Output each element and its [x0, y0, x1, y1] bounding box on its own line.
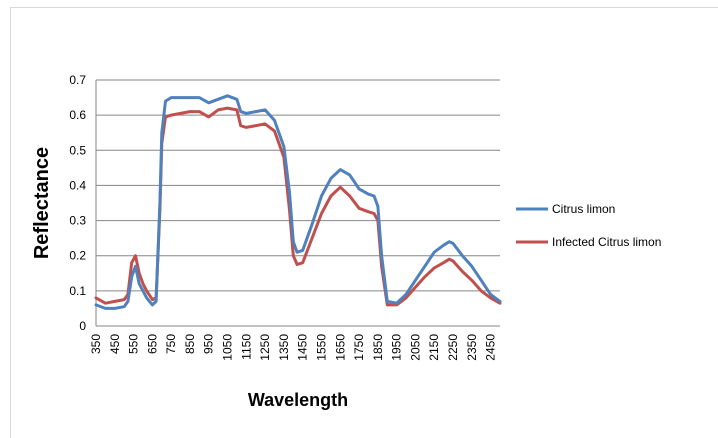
x-tick-label: 2150 [427, 334, 441, 361]
y-tick-label: 0.7 [69, 73, 86, 87]
x-tick-label: 2350 [465, 334, 479, 361]
x-tick-label: 350 [89, 334, 103, 354]
x-tick-label: 650 [145, 334, 159, 354]
x-tick-label: 550 [127, 334, 141, 354]
x-tick-label: 1050 [221, 334, 235, 361]
y-tick-label: 0.3 [69, 214, 86, 228]
x-tick-label: 2250 [446, 334, 460, 361]
y-tick-labels: 0 0.1 0.2 0.3 0.4 0.5 0.6 0.7 [69, 73, 86, 333]
y-tick-label: 0.1 [69, 284, 86, 298]
x-tick-label: 1550 [314, 334, 328, 361]
x-axis-title: Wavelength [248, 390, 348, 410]
x-tick-label: 1450 [296, 334, 310, 361]
x-tick-label: 950 [202, 334, 216, 354]
series-line [94, 94, 502, 310]
x-tick-label: 1650 [333, 334, 347, 361]
legend-label: Infected Citrus limon [552, 235, 661, 249]
y-axis-title: Reflectance [31, 147, 53, 259]
x-tick-label: 450 [108, 334, 122, 354]
legend-label: Citrus limon [552, 202, 615, 216]
x-tick-label: 1750 [352, 334, 366, 361]
x-tick-label: 1350 [277, 334, 291, 361]
legend: Citrus limon Infected Citrus limon [516, 202, 661, 249]
x-tick-label: 1250 [258, 334, 272, 361]
chart-frame [10, 7, 718, 438]
x-tick-labels: 350 450 550 650 750 850 950 1050 1150 1250 1350 145… [89, 334, 498, 361]
series-lines [94, 94, 502, 310]
y-tick-label: 0.6 [69, 108, 86, 122]
x-tick-label: 1950 [390, 334, 404, 361]
x-tick-label: 850 [183, 334, 197, 354]
x-tick-label: 750 [164, 334, 178, 354]
y-tick-label: 0.2 [69, 249, 86, 263]
y-tick-label: 0.5 [69, 143, 86, 157]
y-tick-label: 0 [79, 319, 86, 333]
y-tick-label: 0.4 [69, 178, 86, 192]
x-tick-label: 2450 [484, 334, 498, 361]
x-tick-label: 1150 [239, 334, 253, 360]
x-tick-label: 1850 [371, 334, 385, 361]
x-tick-label: 2050 [408, 334, 422, 361]
